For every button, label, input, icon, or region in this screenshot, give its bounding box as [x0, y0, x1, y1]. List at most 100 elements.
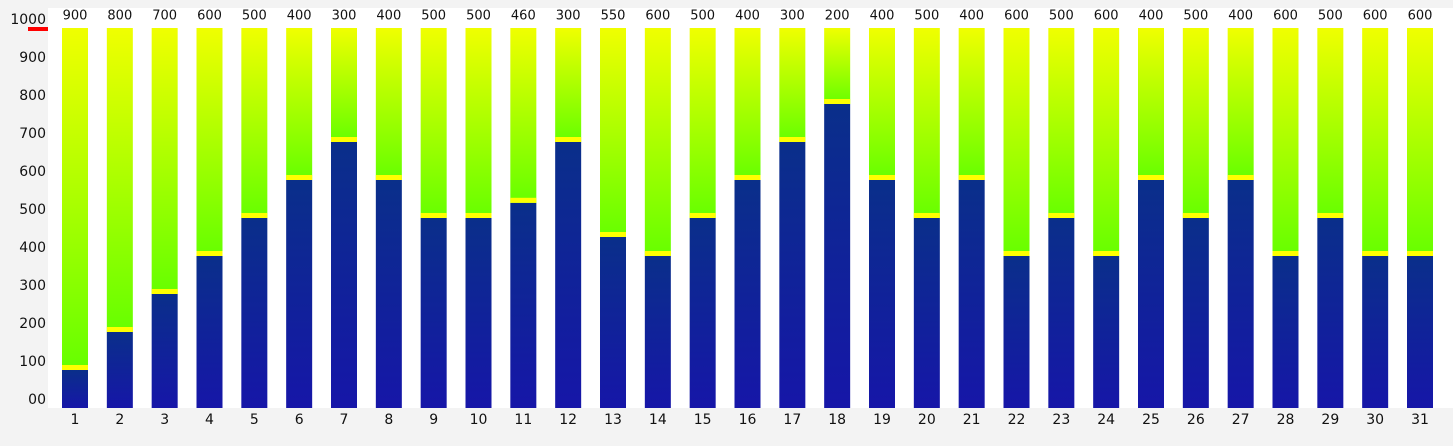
bar-segment: [286, 180, 313, 408]
bar-segment: [779, 28, 806, 142]
value-label: 600: [1004, 9, 1029, 24]
bar-segment: [1093, 28, 1120, 256]
segment-divider: [644, 251, 671, 256]
bar-segment: [958, 180, 985, 408]
bar-segment: [600, 237, 626, 408]
x-tick-label: 8: [384, 412, 393, 428]
bar-segment: [62, 370, 88, 408]
value-label: 400: [287, 9, 312, 24]
segment-divider: [1093, 251, 1120, 256]
bar-segment: [510, 28, 537, 203]
x-tick-label: 22: [1008, 412, 1026, 428]
bar-segment: [869, 28, 895, 180]
bar-segment: [1048, 218, 1075, 408]
bar-segment: [331, 28, 357, 142]
y-tick-label: 200: [19, 316, 46, 332]
bar-segment: [824, 28, 851, 104]
value-label: 400: [376, 9, 401, 24]
bar-segment: [375, 180, 402, 408]
segment-divider: [1138, 175, 1164, 180]
segment-divider: [600, 232, 626, 237]
x-tick-label: 11: [514, 412, 532, 428]
marker: [28, 27, 48, 31]
bar-segment: [420, 218, 447, 408]
bar-segment: [958, 28, 985, 180]
value-label: 550: [601, 9, 626, 24]
segment-divider: [1227, 175, 1254, 180]
value-label: 400: [870, 9, 895, 24]
y-tick-label: 600: [19, 164, 46, 180]
x-tick-label: 21: [963, 412, 981, 428]
segment-divider: [1048, 213, 1075, 218]
x-tick-label: 25: [1142, 412, 1160, 428]
x-tick-label: 4: [205, 412, 214, 428]
value-label: 500: [466, 9, 491, 24]
x-tick-label: 29: [1321, 412, 1339, 428]
bar-segment: [1317, 218, 1344, 408]
x-tick-label: 19: [873, 412, 891, 428]
bar-segment: [1407, 28, 1433, 256]
bar-segment: [824, 104, 851, 408]
y-tick-label: 500: [19, 202, 46, 218]
bar-segment: [241, 28, 268, 218]
bar-segment: [734, 28, 761, 180]
bar-segment: [420, 28, 447, 218]
value-label: 900: [63, 9, 88, 24]
x-tick-label: 17: [783, 412, 801, 428]
segment-divider: [420, 213, 447, 218]
segment-divider: [196, 251, 223, 256]
segment-divider: [241, 213, 268, 218]
bar-segment: [689, 218, 716, 408]
segment-divider: [779, 137, 806, 142]
y-tick-label: 1000: [10, 12, 46, 28]
y-tick-label: 400: [19, 240, 46, 256]
bar-segment: [151, 28, 178, 294]
x-tick-label: 26: [1187, 412, 1205, 428]
segment-divider: [286, 175, 313, 180]
value-label: 500: [242, 9, 267, 24]
segment-divider: [824, 99, 851, 104]
bar-segment: [1093, 256, 1120, 408]
value-label: 500: [421, 9, 446, 24]
bar-segment: [644, 256, 671, 408]
x-tick-label: 10: [470, 412, 488, 428]
segment-divider: [106, 327, 133, 332]
value-label: 200: [825, 9, 850, 24]
bar-segment: [869, 180, 895, 408]
bar-segment: [913, 218, 940, 408]
value-label: 300: [556, 9, 581, 24]
bar-segment: [913, 28, 940, 218]
y-tick-label: 100: [19, 354, 46, 370]
y-tick-label: 700: [19, 126, 46, 142]
value-label: 600: [1408, 9, 1433, 24]
value-label: 460: [511, 9, 536, 24]
value-label: 600: [1094, 9, 1119, 24]
bar-segment: [196, 256, 223, 408]
segment-divider: [913, 213, 940, 218]
segment-divider: [734, 175, 761, 180]
x-tick-label: 23: [1052, 412, 1070, 428]
bar-segment: [465, 28, 492, 218]
bar-segment: [1003, 28, 1030, 256]
value-label: 600: [645, 9, 670, 24]
x-tick-label: 15: [694, 412, 712, 428]
bar-segment: [196, 28, 223, 256]
bar-segment: [1362, 28, 1389, 256]
bar-segment: [689, 28, 716, 218]
bar-segment: [600, 28, 626, 237]
segment-divider: [689, 213, 716, 218]
bar-segment: [331, 142, 357, 408]
segment-divider: [375, 175, 402, 180]
value-label: 400: [1139, 9, 1164, 24]
value-label: 500: [690, 9, 715, 24]
y-tick-label: 00: [28, 392, 46, 408]
bar-segment: [510, 202, 537, 408]
value-label: 600: [1273, 9, 1298, 24]
x-tick-label: 30: [1366, 412, 1384, 428]
segment-divider: [869, 175, 895, 180]
bar-segment: [1048, 28, 1075, 218]
value-label: 500: [914, 9, 939, 24]
bar-segment: [1272, 256, 1299, 408]
bar-segment: [1407, 256, 1433, 408]
